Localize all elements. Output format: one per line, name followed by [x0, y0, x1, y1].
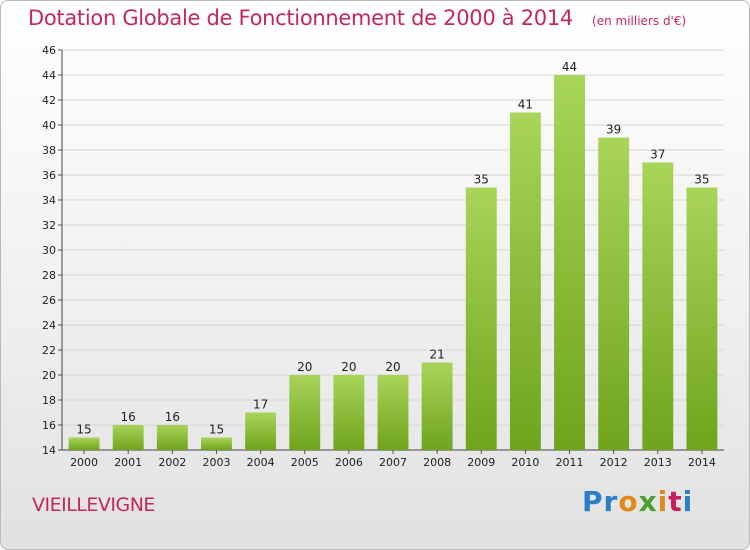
bar — [112, 425, 144, 450]
y-tick-label: 42 — [42, 94, 56, 107]
bar — [509, 112, 541, 450]
bar — [465, 187, 497, 450]
y-tick-label: 36 — [42, 169, 56, 182]
bar — [642, 162, 674, 450]
bar-value-label: 20 — [297, 360, 312, 374]
bar-value-label: 16 — [121, 410, 136, 424]
y-tick-label: 16 — [42, 419, 56, 432]
logo-letter: x — [638, 485, 658, 518]
y-tick-label: 28 — [42, 269, 56, 282]
logo-letter: i — [682, 485, 694, 518]
bar — [421, 362, 453, 450]
y-tick-label: 22 — [42, 344, 56, 357]
y-tick-label: 20 — [42, 369, 56, 382]
logo-letter: t — [668, 485, 683, 518]
chart-unit: (en milliers d'€) — [592, 14, 687, 28]
bar-value-label: 35 — [474, 173, 489, 187]
x-tick-label: 2005 — [291, 456, 319, 469]
y-tick-label: 30 — [42, 244, 56, 257]
bar — [156, 425, 188, 450]
bar-value-label: 41 — [518, 98, 533, 112]
x-tick-label: 2009 — [467, 456, 495, 469]
x-tick-label: 2000 — [70, 456, 98, 469]
bar — [245, 412, 277, 450]
x-tick-label: 2006 — [335, 456, 363, 469]
bar — [598, 137, 630, 450]
y-tick-label: 18 — [42, 394, 56, 407]
bar-value-label: 17 — [253, 398, 268, 412]
x-tick-label: 2004 — [247, 456, 275, 469]
bar — [554, 75, 585, 450]
y-tick-label: 46 — [42, 44, 56, 57]
x-tick-label: 2001 — [114, 456, 142, 469]
y-tick-label: 32 — [42, 219, 56, 232]
logo-letter: i — [657, 485, 669, 518]
bar — [686, 187, 718, 450]
y-tick-label: 14 — [42, 444, 56, 457]
bar — [377, 375, 409, 450]
y-tick-label: 44 — [42, 69, 56, 82]
x-tick-label: 2013 — [644, 456, 672, 469]
logo-letter: P — [582, 485, 604, 518]
bar-value-label: 39 — [606, 123, 621, 137]
bar-value-label: 16 — [165, 410, 180, 424]
proxiti-logo[interactable]: Proxiti — [582, 485, 693, 518]
bar-value-label: 37 — [650, 148, 665, 162]
bar-value-label: 20 — [341, 360, 356, 374]
chart-title-row: Dotation Globale de Fonctionnement de 20… — [28, 6, 686, 30]
commune-name: VIEILLEVIGNE — [32, 494, 155, 516]
y-tick-label: 40 — [42, 119, 56, 132]
bar-value-label: 44 — [562, 60, 577, 74]
bar — [333, 375, 365, 450]
logo-letter: o — [618, 485, 639, 518]
bar-value-label: 20 — [385, 360, 400, 374]
bar-value-label: 21 — [429, 348, 444, 362]
bar — [201, 437, 232, 450]
x-tick-label: 2002 — [158, 456, 186, 469]
y-tick-label: 24 — [42, 319, 56, 332]
x-tick-label: 2007 — [379, 456, 407, 469]
x-tick-label: 2008 — [423, 456, 451, 469]
x-tick-label: 2012 — [600, 456, 628, 469]
chart-title: Dotation Globale de Fonctionnement de 20… — [28, 6, 573, 30]
x-tick-label: 2003 — [202, 456, 230, 469]
x-tick-label: 2014 — [688, 456, 716, 469]
x-tick-label: 2010 — [511, 456, 539, 469]
bar — [289, 375, 321, 450]
y-tick-label: 34 — [42, 194, 56, 207]
bar-value-label: 15 — [209, 423, 224, 437]
y-tick-label: 38 — [42, 144, 56, 157]
bar-value-label: 35 — [694, 173, 709, 187]
bar — [68, 437, 100, 450]
y-tick-label: 26 — [42, 294, 56, 307]
x-tick-label: 2011 — [556, 456, 584, 469]
bar-value-label: 15 — [76, 423, 91, 437]
logo-letter: r — [603, 485, 619, 518]
